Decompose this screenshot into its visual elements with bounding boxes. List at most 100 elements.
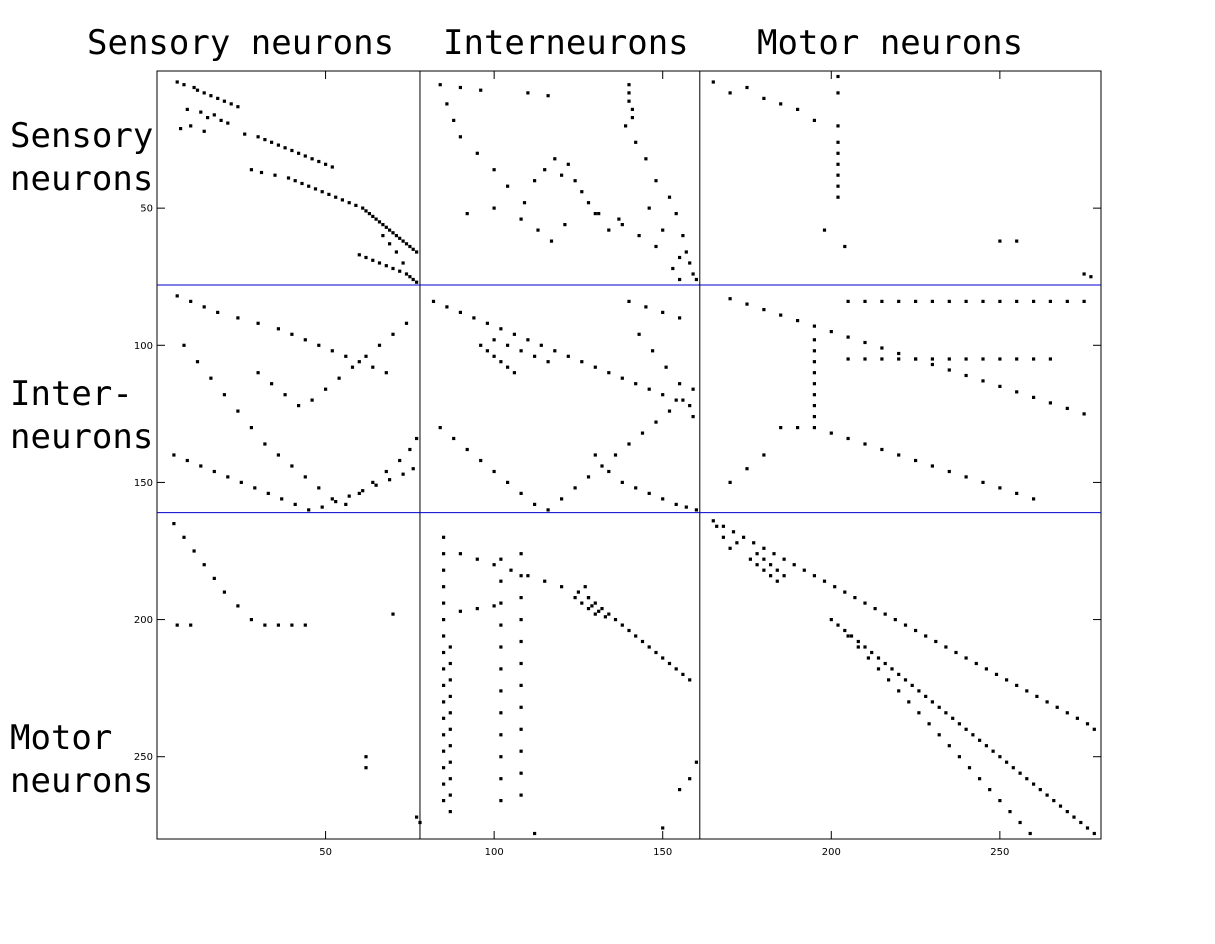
connection-dot: [1038, 788, 1042, 792]
connection-dot: [499, 645, 503, 649]
row-header-sensory-neurons: Sensory neurons: [10, 116, 154, 199]
connection-dot: [388, 478, 392, 482]
connection-dot: [543, 579, 547, 583]
connection-dot: [576, 590, 580, 594]
connection-dot: [762, 557, 766, 561]
connection-dot: [627, 442, 631, 446]
connection-dot: [506, 480, 510, 484]
connection-dot: [593, 612, 597, 616]
connection-dot: [546, 94, 550, 98]
connection-dot: [627, 628, 631, 633]
connection-dot: [472, 316, 476, 320]
connection-dot: [448, 661, 452, 666]
connection-dot: [391, 332, 395, 336]
connection-dot: [1032, 497, 1036, 501]
connection-dot: [384, 225, 388, 229]
connection-dot: [340, 198, 344, 202]
connection-dot: [681, 398, 685, 402]
connection-dot: [290, 332, 294, 336]
connection-dot: [812, 393, 816, 397]
connection-dot: [1085, 722, 1090, 726]
connection-dot: [873, 607, 877, 611]
connection-dot: [485, 321, 489, 325]
connection-dot: [506, 365, 510, 369]
connection-dot: [603, 615, 607, 619]
connection-dot: [876, 656, 881, 660]
connection-dot: [937, 705, 941, 709]
connection-dot: [573, 486, 577, 490]
connection-dot: [485, 349, 489, 353]
connection-dot: [408, 447, 412, 452]
connection-dot: [967, 766, 972, 770]
connection-dot: [283, 146, 287, 150]
connection-dot: [613, 453, 618, 457]
connection-dot: [330, 165, 334, 169]
connection-dot: [627, 83, 631, 87]
connection-dot: [475, 151, 479, 155]
connection-dot: [394, 234, 398, 238]
connection-dot: [185, 458, 189, 463]
connection-dot: [742, 535, 746, 539]
connection-dot: [445, 102, 449, 106]
connection-dot: [981, 357, 985, 361]
connection-dot: [1082, 272, 1086, 276]
connection-dot: [846, 436, 850, 441]
connection-dot: [893, 618, 897, 622]
connection-dot: [846, 357, 850, 361]
connection-dot: [1015, 390, 1019, 394]
connection-dot: [863, 645, 867, 649]
connection-dot: [836, 74, 840, 79]
connection-dot: [688, 678, 692, 682]
connection-dot: [593, 365, 597, 369]
connection-dot: [266, 491, 270, 495]
connection-dot: [300, 181, 304, 186]
connection-dot: [388, 228, 392, 232]
connection-dot: [394, 250, 398, 254]
connection-dot: [984, 744, 988, 748]
connection-dot: [957, 722, 961, 726]
connection-dot: [182, 535, 186, 539]
connection-dot: [442, 766, 446, 770]
connection-dot: [897, 357, 901, 361]
connection-dot: [812, 338, 816, 342]
connection-dot: [691, 272, 695, 276]
connection-dot: [398, 458, 402, 463]
connection-dot: [812, 324, 816, 328]
connection-dot: [590, 604, 594, 608]
connection-dot: [1035, 694, 1039, 698]
connection-dot: [354, 203, 358, 207]
connection-dot: [833, 585, 837, 589]
connection-dot: [772, 552, 776, 556]
connection-dot: [249, 426, 253, 430]
connection-dot: [1011, 766, 1015, 770]
connection-dot: [836, 151, 840, 155]
y-tick-label: 250: [134, 752, 153, 763]
connection-dot: [897, 453, 901, 457]
connection-dot: [499, 623, 503, 627]
connection-dot: [930, 464, 934, 468]
connection-dot: [243, 132, 247, 136]
connection-dot: [1018, 771, 1022, 775]
connection-dot: [583, 585, 587, 589]
connection-dot: [667, 195, 672, 199]
connection-dot: [263, 623, 267, 627]
connection-dot: [293, 179, 297, 183]
connection-dot: [988, 788, 992, 792]
connection-dot: [442, 683, 446, 687]
connection-dot: [330, 497, 334, 501]
connection-dot: [775, 579, 779, 583]
connection-dot: [226, 475, 230, 479]
connection-dot: [812, 349, 816, 353]
connection-dot: [661, 497, 665, 501]
connection-dot: [276, 327, 280, 331]
connection-dot: [303, 154, 307, 158]
connection-dot: [1025, 777, 1029, 781]
connection-dot: [876, 667, 881, 671]
connection-dot: [745, 302, 749, 306]
connection-dot: [344, 354, 348, 358]
connection-dot: [930, 362, 934, 367]
connection-dot: [829, 431, 833, 435]
connection-dot: [566, 354, 570, 358]
connection-dot: [519, 596, 523, 600]
